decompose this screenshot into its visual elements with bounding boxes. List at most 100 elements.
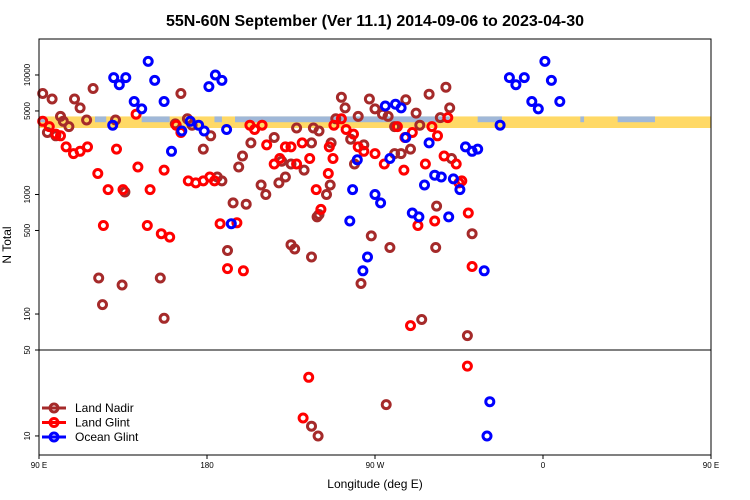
land-glint-point: [60, 141, 72, 153]
land-glint-point: [432, 130, 443, 142]
y-tick-label: 10: [23, 431, 32, 440]
land-nadir-point: [197, 143, 209, 155]
land-glint-point: [209, 175, 220, 187]
ocean-glint-point: [184, 115, 196, 127]
land-glint-point: [297, 412, 309, 424]
land-nadir-point: [355, 278, 367, 289]
land-glint-point: [231, 217, 243, 229]
land-nadir-point: [93, 272, 105, 284]
land-glint-point: [323, 141, 335, 153]
land-band-ocean: [141, 116, 170, 123]
land-glint-point: [291, 158, 303, 170]
ocean-glint-point: [423, 137, 435, 149]
land-glint-point: [398, 164, 410, 176]
ocean-glint-point: [351, 154, 363, 166]
land-glint-point: [405, 320, 416, 332]
land-nadir-point: [416, 314, 428, 325]
land-glint-point: [222, 263, 233, 275]
legend-item-land-nadir: Land Nadir: [42, 401, 134, 415]
ocean-glint-point: [225, 218, 237, 230]
ocean-glint-point: [136, 103, 148, 115]
x-tick-label: 90 W: [366, 461, 385, 470]
land-glint-point: [249, 124, 261, 135]
ocean-glint-point: [221, 124, 233, 135]
ocean-glint-point: [158, 96, 170, 107]
ocean-glint-point: [518, 72, 530, 84]
land-glint-point: [130, 108, 142, 120]
land-nadir-point: [245, 137, 257, 149]
land-nadir-point: [461, 330, 473, 342]
land-glint-point: [92, 168, 104, 179]
plot-border: [38, 38, 712, 456]
land-nadir-point: [97, 299, 108, 311]
land-nadir-point: [382, 110, 394, 122]
land-nadir-point: [285, 158, 297, 170]
land-nadir-point: [423, 88, 435, 100]
land-glint-point: [214, 218, 226, 230]
land-glint-point: [466, 261, 478, 272]
land-glint-point: [158, 164, 170, 176]
land-nadir-point: [37, 88, 49, 99]
ocean-glint-point: [532, 103, 544, 115]
land-band-ocean: [580, 116, 585, 123]
ocean-glint-point: [395, 102, 407, 114]
ocean-glint-point: [362, 251, 373, 263]
land-nadir-point: [289, 243, 301, 255]
land-glint-point: [102, 184, 114, 196]
ocean-glint-point: [369, 189, 381, 200]
ocean-glint-point: [472, 143, 484, 155]
land-nadir-point: [237, 150, 248, 162]
land-glint-point: [144, 184, 156, 196]
land-glint-point: [155, 228, 167, 240]
ocean-glint-point: [209, 69, 221, 81]
ocean-glint-point: [478, 265, 490, 277]
land-band-ocean: [477, 116, 502, 123]
land-glint-point: [274, 153, 286, 164]
land-nadir-point: [466, 228, 478, 240]
land-glint-point: [279, 141, 291, 153]
land-nadir-point: [116, 279, 128, 291]
land-nadir-point: [430, 242, 442, 253]
chart-title: 55N-60N September (Ver 11.1) 2014-09-06 …: [166, 13, 584, 30]
land-nadir-point: [405, 143, 416, 155]
land-glint-point: [164, 231, 176, 243]
ocean-glint-point: [193, 119, 205, 131]
land-nadir-point: [227, 197, 239, 209]
land-nadir-point: [240, 198, 252, 210]
land-glint-point: [304, 153, 316, 164]
x-tick-label: 180: [200, 461, 214, 470]
land-band: [39, 116, 711, 129]
land-nadir-point: [57, 115, 69, 127]
ocean-glint-point: [149, 74, 161, 86]
land-glint-point: [461, 360, 473, 372]
land-glint-point: [429, 215, 441, 227]
ocean-glint-point: [344, 215, 356, 227]
ocean-glint-point: [113, 79, 125, 91]
land-nadir-point: [154, 272, 166, 284]
land-nadir-point: [324, 179, 336, 191]
land-nadir-point: [339, 102, 351, 114]
land-nadir-point: [313, 209, 325, 220]
x-tick-label: 0: [541, 461, 546, 470]
land-nadir-point: [158, 312, 170, 324]
legend-marker: [48, 402, 60, 414]
land-glint-point: [369, 148, 381, 160]
y-tick-label: 100: [23, 307, 32, 321]
land-glint-point: [412, 220, 424, 231]
land-glint-point: [74, 145, 86, 157]
land-nadir-point: [400, 94, 412, 106]
ocean-glint-point: [166, 145, 177, 157]
land-band-ocean: [39, 116, 47, 123]
land-nadir-point: [414, 119, 426, 131]
land-nadir-point: [222, 245, 233, 256]
land-glint-point: [462, 207, 474, 219]
ocean-glint-point: [484, 396, 496, 408]
land-glint-point: [348, 128, 359, 140]
land-nadir-point: [358, 139, 370, 151]
land-glint-point: [327, 153, 339, 164]
y-tick-label: 10000: [23, 63, 32, 86]
land-glint-point: [261, 139, 273, 151]
ocean-glint-point: [539, 55, 551, 67]
land-band-ocean: [95, 116, 107, 123]
land-nadir-point: [306, 137, 317, 149]
